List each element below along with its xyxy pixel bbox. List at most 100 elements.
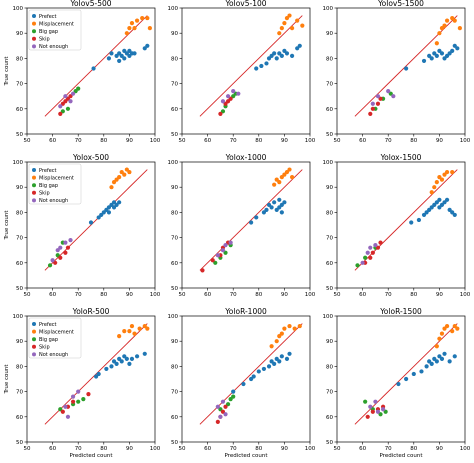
point-misplacement [450,15,455,21]
x-tick-label: 60 [204,138,211,144]
point-misplacement [457,26,462,31]
point-skip [220,409,226,414]
point-misplacement [140,15,145,21]
y-tick-label: 90 [16,339,23,345]
point-not-enough [70,394,76,399]
point-skip [370,250,375,255]
point-misplacement [132,26,137,31]
point-not-enough [223,243,228,248]
y-tick-label: 100 [13,6,24,12]
point-prefect [259,63,264,69]
point-skip [200,268,205,273]
x-axis-label: Predicted count [224,453,268,459]
point-big-gap [47,263,53,268]
point-not-enough [220,99,226,104]
legend-label: Not enough [39,44,68,50]
plot-frame [336,7,466,135]
legend-marker [32,344,36,349]
point-prefect [114,361,119,366]
point-misplacement [295,18,300,23]
point-prefect [289,53,295,58]
point-misplacement [279,331,284,336]
point-misplacement [432,185,437,190]
x-tick-label: 70 [385,292,392,298]
point-prefect [287,351,292,356]
point-misplacement [282,172,287,177]
y-tick-label: 50 [171,440,178,446]
point-prefect [266,56,272,61]
point-prefect [96,371,101,377]
point-misplacement [450,329,455,334]
y-tick-label: 50 [171,132,178,138]
legend-label: Skip [39,345,50,351]
y-tick-label: 100 [13,160,24,166]
point-misplacement [277,180,282,185]
x-tick-label: 50 [24,138,31,144]
point-prefect [427,359,432,364]
x-tick-label: 90 [126,138,133,144]
y-tick-label: 70 [171,82,178,88]
point-skip [218,111,223,116]
point-prefect [439,356,445,361]
point-prefect [396,381,401,387]
point-prefect [272,200,277,205]
point-not-enough [58,104,63,109]
x-tick-label: 50 [334,446,341,452]
point-misplacement [442,23,447,28]
y-tick-label: 90 [171,31,178,37]
x-tick-label: 50 [334,292,341,298]
point-big-gap [58,407,63,412]
point-prefect [109,202,114,207]
point-prefect [251,374,256,379]
y-tick-label: 100 [323,314,334,320]
point-prefect [249,220,254,225]
point-not-enough [380,407,386,412]
point-big-gap [355,263,360,268]
point-skip [223,101,228,106]
point-prefect [142,46,147,51]
point-prefect [142,351,147,356]
x-tick-label: 90 [281,292,288,298]
y-tick-label: 60 [171,415,178,421]
point-not-enough [360,260,365,265]
y-tick-label: 50 [16,440,23,446]
x-tick-label: 70 [230,446,237,452]
point-misplacement [127,26,132,31]
point-prefect [447,207,452,212]
point-big-gap [65,106,71,111]
x-tick-label: 100 [150,292,161,298]
point-big-gap [228,397,233,402]
point-misplacement [117,334,122,339]
point-prefect [109,51,114,56]
point-prefect [279,354,284,359]
x-tick-label: 100 [460,446,471,452]
x-tick-label: 90 [126,292,133,298]
point-prefect [274,56,279,61]
subplot-title: Yolox-1000 [225,153,267,162]
x-tick-label: 70 [385,138,392,144]
point-misplacement [297,323,302,329]
point-prefect [111,200,117,205]
legend-label: Big gap [39,337,58,343]
point-prefect [424,210,429,215]
point-misplacement [127,329,132,334]
point-prefect [145,43,150,48]
point-skip [60,409,65,414]
point-misplacement [124,167,129,172]
point-prefect [421,212,427,218]
point-misplacement [122,172,127,177]
y-tick-label: 60 [16,415,23,421]
point-prefect [249,376,254,382]
point-prefect [437,197,442,202]
legend-marker [32,36,36,41]
point-prefect [272,51,277,56]
point-prefect [409,220,414,225]
point-misplacement [114,177,119,182]
identity-line [44,169,148,271]
point-prefect [104,366,109,372]
point-prefect [442,56,447,61]
point-not-enough [68,238,73,243]
point-misplacement [289,26,295,31]
point-misplacement [287,323,292,329]
point-misplacement [292,326,297,331]
